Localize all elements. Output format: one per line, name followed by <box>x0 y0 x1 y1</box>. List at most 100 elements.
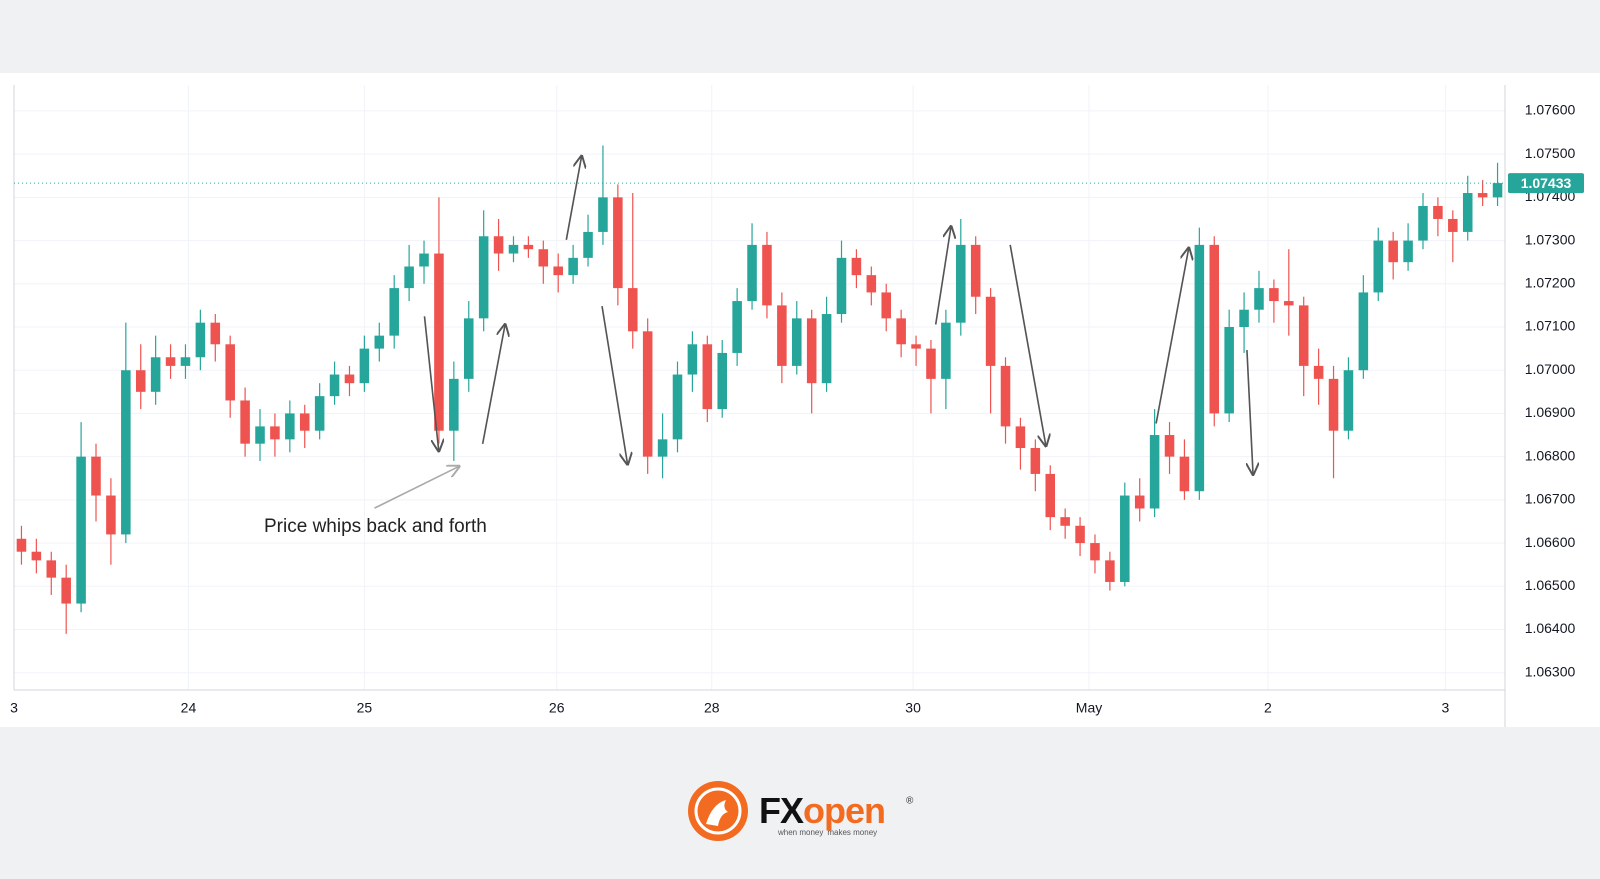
candle-body <box>538 249 549 267</box>
candle-body <box>806 318 817 384</box>
candle-body <box>956 244 966 323</box>
candle-body <box>792 318 802 366</box>
candle-body <box>16 538 27 552</box>
candle-body <box>732 301 742 353</box>
y-tick-label: 1.06300 <box>1525 663 1576 679</box>
x-tick-label: 30 <box>905 700 921 716</box>
candle-body <box>61 577 71 604</box>
arrow <box>1009 244 1046 446</box>
candle-body <box>1164 435 1175 457</box>
candle-body <box>1433 206 1443 219</box>
candle-body <box>1298 305 1309 366</box>
x-tick-label: 25 <box>357 700 373 716</box>
candle-body <box>434 253 444 431</box>
candle-body <box>46 560 57 578</box>
candle-body <box>508 244 519 254</box>
y-tick-label: 1.07600 <box>1525 102 1576 118</box>
candle-body <box>150 357 161 392</box>
candle-body <box>717 352 727 410</box>
arrow <box>481 324 505 445</box>
candle-body <box>1015 426 1026 448</box>
candle-body <box>1000 365 1011 427</box>
logo-wordmark: FXopen <box>759 790 885 831</box>
candle-body <box>493 236 504 254</box>
chart-panel <box>0 73 1600 727</box>
candle-body <box>1179 456 1190 492</box>
candle-body <box>1448 218 1458 232</box>
tagline-right: makes money <box>827 828 877 837</box>
candle-body <box>1194 244 1205 492</box>
candle-body <box>165 357 176 366</box>
x-tick-label: 24 <box>181 700 197 716</box>
candle-body <box>225 344 235 401</box>
candle-body <box>926 348 936 379</box>
candle-body <box>642 331 653 457</box>
candle-body <box>777 305 787 366</box>
candle-body <box>135 370 146 392</box>
y-tick-label: 1.06900 <box>1525 404 1576 420</box>
candle-body <box>1239 309 1249 327</box>
y-tick-label: 1.07100 <box>1525 318 1576 334</box>
y-tick-label: 1.07200 <box>1525 274 1576 290</box>
candle-body <box>896 318 906 345</box>
candle-body <box>121 370 131 535</box>
candle-body <box>1313 365 1324 379</box>
candle-body <box>210 322 221 345</box>
candle-body <box>941 322 951 379</box>
candle-body <box>344 374 355 384</box>
y-tick-label: 1.06600 <box>1525 534 1576 550</box>
candle-body <box>866 275 877 293</box>
candle-body <box>478 236 489 319</box>
candle-body <box>1418 206 1428 241</box>
candle-body <box>985 296 996 366</box>
candle-body <box>389 288 399 336</box>
x-tick-label: 26 <box>549 700 565 716</box>
candle-body <box>672 374 683 440</box>
candle-body <box>419 253 429 267</box>
candle-body <box>1269 288 1279 302</box>
y-tick-label: 1.06700 <box>1525 491 1576 507</box>
y-tick-label: 1.07000 <box>1525 361 1576 377</box>
arrow <box>1155 248 1189 424</box>
candle-body <box>285 413 295 440</box>
candle-body <box>702 344 713 410</box>
tagline-left: when money <box>777 828 823 837</box>
candle-body <box>1149 435 1160 509</box>
candle-body <box>255 426 265 444</box>
candle-body <box>1075 525 1085 544</box>
candle-body <box>553 266 563 276</box>
candle-body <box>881 292 892 319</box>
logo-ring <box>694 787 742 835</box>
arrow <box>601 305 628 464</box>
candle-body <box>911 344 921 349</box>
last-price-label: 1.07433 <box>1521 175 1572 191</box>
candle-body <box>1328 378 1339 431</box>
candle-body <box>463 318 474 379</box>
candle-body <box>627 288 638 332</box>
candle-body <box>1358 292 1369 371</box>
candles <box>16 145 1503 634</box>
x-tick-label: 3 <box>10 700 18 716</box>
logo: FXopen ® when money makes money <box>688 781 914 841</box>
candle-body <box>1120 495 1130 582</box>
logo-registered: ® <box>906 796 914 807</box>
candle-body <box>195 322 206 358</box>
candle-body <box>762 244 772 306</box>
candle-body <box>1477 193 1488 198</box>
axes: 1.06300 1.06400 1.06500 1.06600 1.06700 1.068… <box>10 102 1584 716</box>
candle-body <box>687 344 698 375</box>
grid <box>13 85 1505 690</box>
annotation-arrow <box>374 466 459 509</box>
candle-body <box>1462 193 1473 232</box>
arrow <box>565 156 581 240</box>
candle-body <box>374 335 385 349</box>
candle-body <box>76 456 86 604</box>
candle-body <box>404 266 414 289</box>
candle-body <box>851 257 862 276</box>
last-price-tag <box>1508 173 1584 194</box>
candle-body <box>1060 517 1070 526</box>
candle-body <box>31 551 42 561</box>
candle-body <box>359 348 370 384</box>
y-tick-label: 1.07300 <box>1525 231 1576 247</box>
